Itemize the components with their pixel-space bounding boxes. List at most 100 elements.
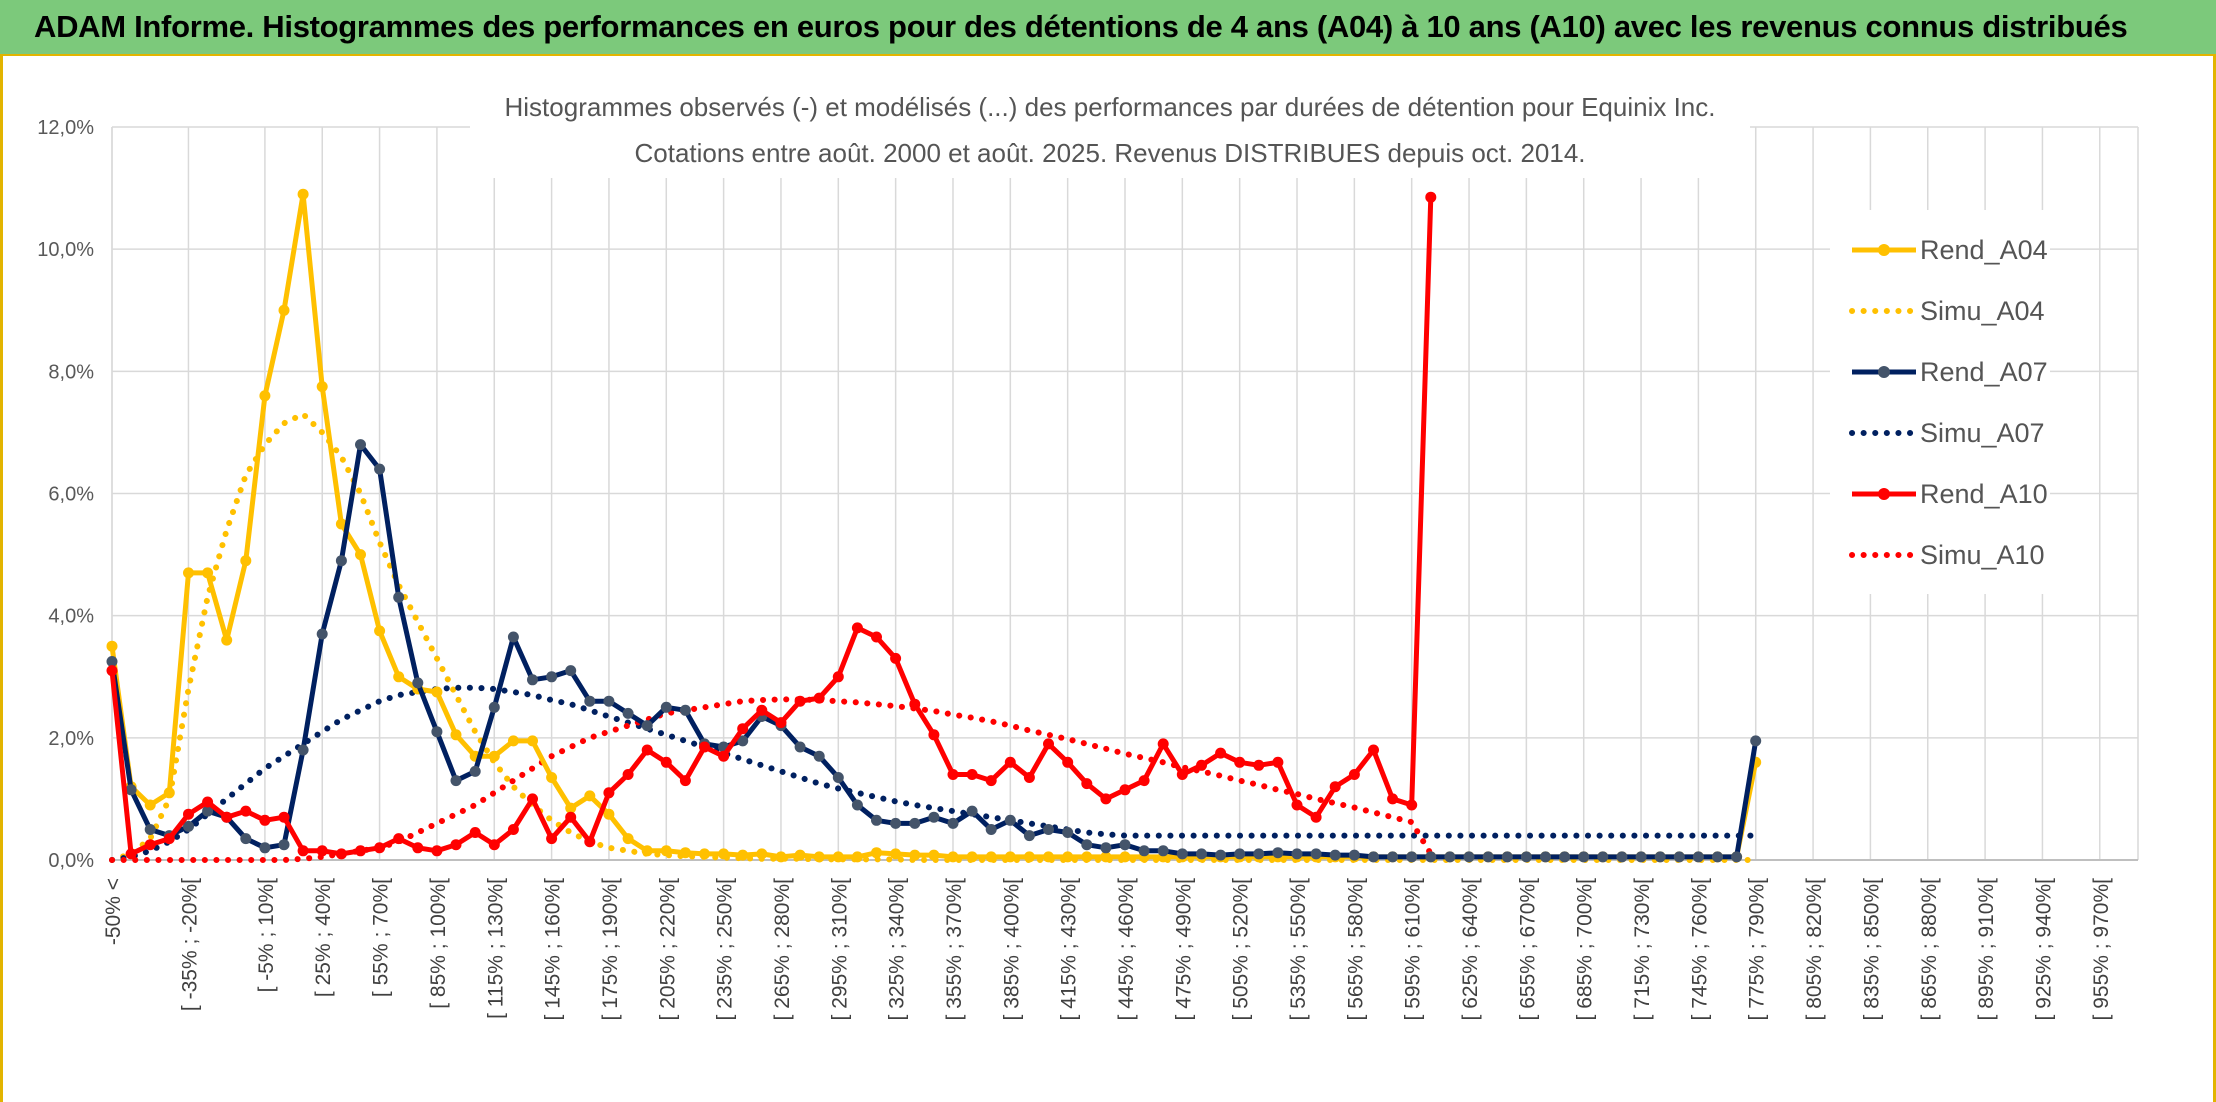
x-tick-label: [ 625% ; 640%[ (1459, 878, 1482, 1021)
data-point-rend-a07 (106, 656, 118, 667)
data-point-rend-a04 (163, 787, 175, 799)
data-point-rend-a10 (1043, 738, 1054, 750)
data-point-rend-a07 (1425, 851, 1437, 863)
data-point-rend-a04 (546, 772, 558, 783)
data-point-rend-a10 (1100, 793, 1112, 805)
data-point-rend-a04 (871, 847, 882, 859)
data-point-rend-a07 (565, 665, 577, 677)
series-line-simu-a10 (109, 696, 1434, 863)
data-point-rend-a07 (1119, 839, 1131, 851)
x-tick-label: [ 925% ; 940%[ (2032, 878, 2055, 1021)
data-point-rend-a07 (1329, 849, 1341, 861)
data-point-rend-a10 (106, 665, 118, 677)
data-point-rend-a07 (832, 772, 844, 783)
data-point-rend-a10 (851, 622, 863, 634)
x-tick-label: [ 355% ; 370%[ (943, 878, 966, 1021)
x-tick-label: [ 265% ; 280%[ (771, 878, 794, 1021)
data-point-rend-a04 (393, 671, 405, 683)
data-point-rend-a07 (431, 726, 443, 738)
data-point-rend-a07 (985, 824, 997, 835)
x-tick-label: [ 655% ; 670%[ (1516, 878, 1539, 1021)
data-point-rend-a04 (985, 851, 997, 863)
series-line-rend-a10 (109, 197, 1434, 857)
x-tick-label: [ 55% ; 70%[ (370, 878, 393, 997)
data-point-rend-a07 (1501, 851, 1513, 863)
data-point-rend-a07 (1578, 851, 1590, 863)
legend-label-rend-a10: Rend_A10 (1920, 479, 2048, 509)
data-point-rend-a10 (1081, 778, 1093, 790)
data-point-rend-a10 (909, 698, 921, 710)
data-point-rend-a07 (125, 784, 137, 796)
x-tick-label: [ 505% ; 520%[ (1230, 878, 1253, 1021)
data-point-rend-a10 (985, 775, 997, 787)
chart-title-line1: Histogrammes observés (-) et modélisés (… (505, 92, 1716, 122)
data-point-rend-a04 (1062, 851, 1074, 863)
data-point-rend-a07 (183, 820, 194, 832)
data-point-rend-a04 (890, 848, 902, 860)
y-axis: 0,0% 2,0% 4,0% 6,0% 8,0% 10,0% 12,0% (37, 117, 94, 872)
data-point-rend-a10 (813, 692, 825, 704)
data-point-rend-a10 (1062, 756, 1074, 768)
x-tick-label: [ 205% ; 220%[ (656, 878, 679, 1021)
data-point-rend-a10 (1310, 811, 1322, 823)
data-point-rend-a10 (1291, 799, 1303, 811)
data-point-rend-a04 (756, 848, 768, 860)
x-tick-label: [ 595% ; 610%[ (1402, 878, 1425, 1021)
chart-title-line2: Cotations entre août. 2000 et août. 2025… (634, 138, 1585, 168)
data-point-rend-a10 (1329, 781, 1341, 793)
legend-label-rend-a04: Rend_A04 (1920, 235, 2048, 265)
data-point-rend-a07 (679, 704, 691, 716)
data-point-rend-a04 (240, 555, 252, 567)
data-point-rend-a10 (183, 808, 194, 820)
data-point-rend-a07 (909, 817, 921, 829)
report-title: ADAM Informe. Histogrammes des performan… (34, 9, 2128, 44)
data-point-rend-a10 (1196, 759, 1207, 771)
report-banner: ADAM Informe. Histogrammes des performan… (0, 0, 2216, 56)
data-point-rend-a07 (1444, 851, 1456, 863)
chart-title: Histogrammes observés (-) et modélisés (… (470, 82, 1750, 178)
chart-frame (0, 56, 2216, 1102)
data-point-rend-a07 (1616, 851, 1628, 863)
data-point-rend-a04 (775, 851, 787, 863)
data-point-rend-a10 (1387, 793, 1399, 805)
data-point-rend-a07 (450, 775, 462, 787)
data-point-rend-a07 (1043, 824, 1054, 835)
data-point-rend-a10 (125, 848, 137, 860)
data-point-rend-a10 (603, 787, 615, 799)
data-point-rend-a10 (832, 671, 844, 683)
data-point-rend-a10 (355, 845, 366, 857)
data-point-rend-a04 (1043, 851, 1054, 863)
data-point-rend-a07 (297, 744, 309, 756)
data-point-rend-a10 (1234, 756, 1246, 768)
y-tick-label: 6,0% (48, 484, 94, 506)
data-point-rend-a10 (221, 811, 233, 823)
data-point-rend-a07 (355, 439, 366, 451)
data-point-rend-a07 (1654, 851, 1666, 863)
legend-marker-rend-a07 (1878, 366, 1890, 378)
data-point-rend-a04 (622, 833, 634, 845)
x-tick-label: [ 25% ; 40%[ (312, 878, 335, 997)
x-tick-label: [ 895% ; 910%[ (1975, 878, 1998, 1021)
data-point-rend-a07 (622, 707, 634, 719)
data-point-rend-a07 (1463, 851, 1475, 863)
x-tick-label: [ 745% ; 760%[ (1688, 878, 1711, 1021)
legend-marker-rend-a10 (1878, 488, 1890, 500)
x-tick-label: [ 115% ; 130%[ (484, 878, 507, 1019)
data-point-rend-a10 (928, 729, 940, 741)
data-point-rend-a04 (794, 849, 806, 861)
data-point-rend-a10 (1157, 738, 1169, 750)
data-point-rend-a07 (1750, 735, 1762, 747)
data-point-rend-a04 (259, 390, 271, 402)
data-point-rend-a07 (890, 817, 902, 829)
data-point-rend-a04 (565, 802, 577, 814)
data-point-rend-a07 (1731, 851, 1743, 863)
data-point-rend-a10 (890, 652, 902, 664)
data-point-rend-a07 (546, 671, 558, 683)
data-point-rend-a10 (1215, 747, 1227, 759)
data-point-rend-a07 (1692, 851, 1704, 863)
data-point-rend-a04 (278, 304, 290, 316)
data-point-rend-a07 (947, 817, 959, 829)
x-axis: -50% < [ -35% ; -20%[[ -5% ; 10%[[ 25% ; … (102, 859, 2138, 1021)
x-tick-label: [ 475% ; 490%[ (1172, 878, 1195, 1021)
x-tick-label: [ 415% ; 430%[ (1058, 878, 1081, 1021)
